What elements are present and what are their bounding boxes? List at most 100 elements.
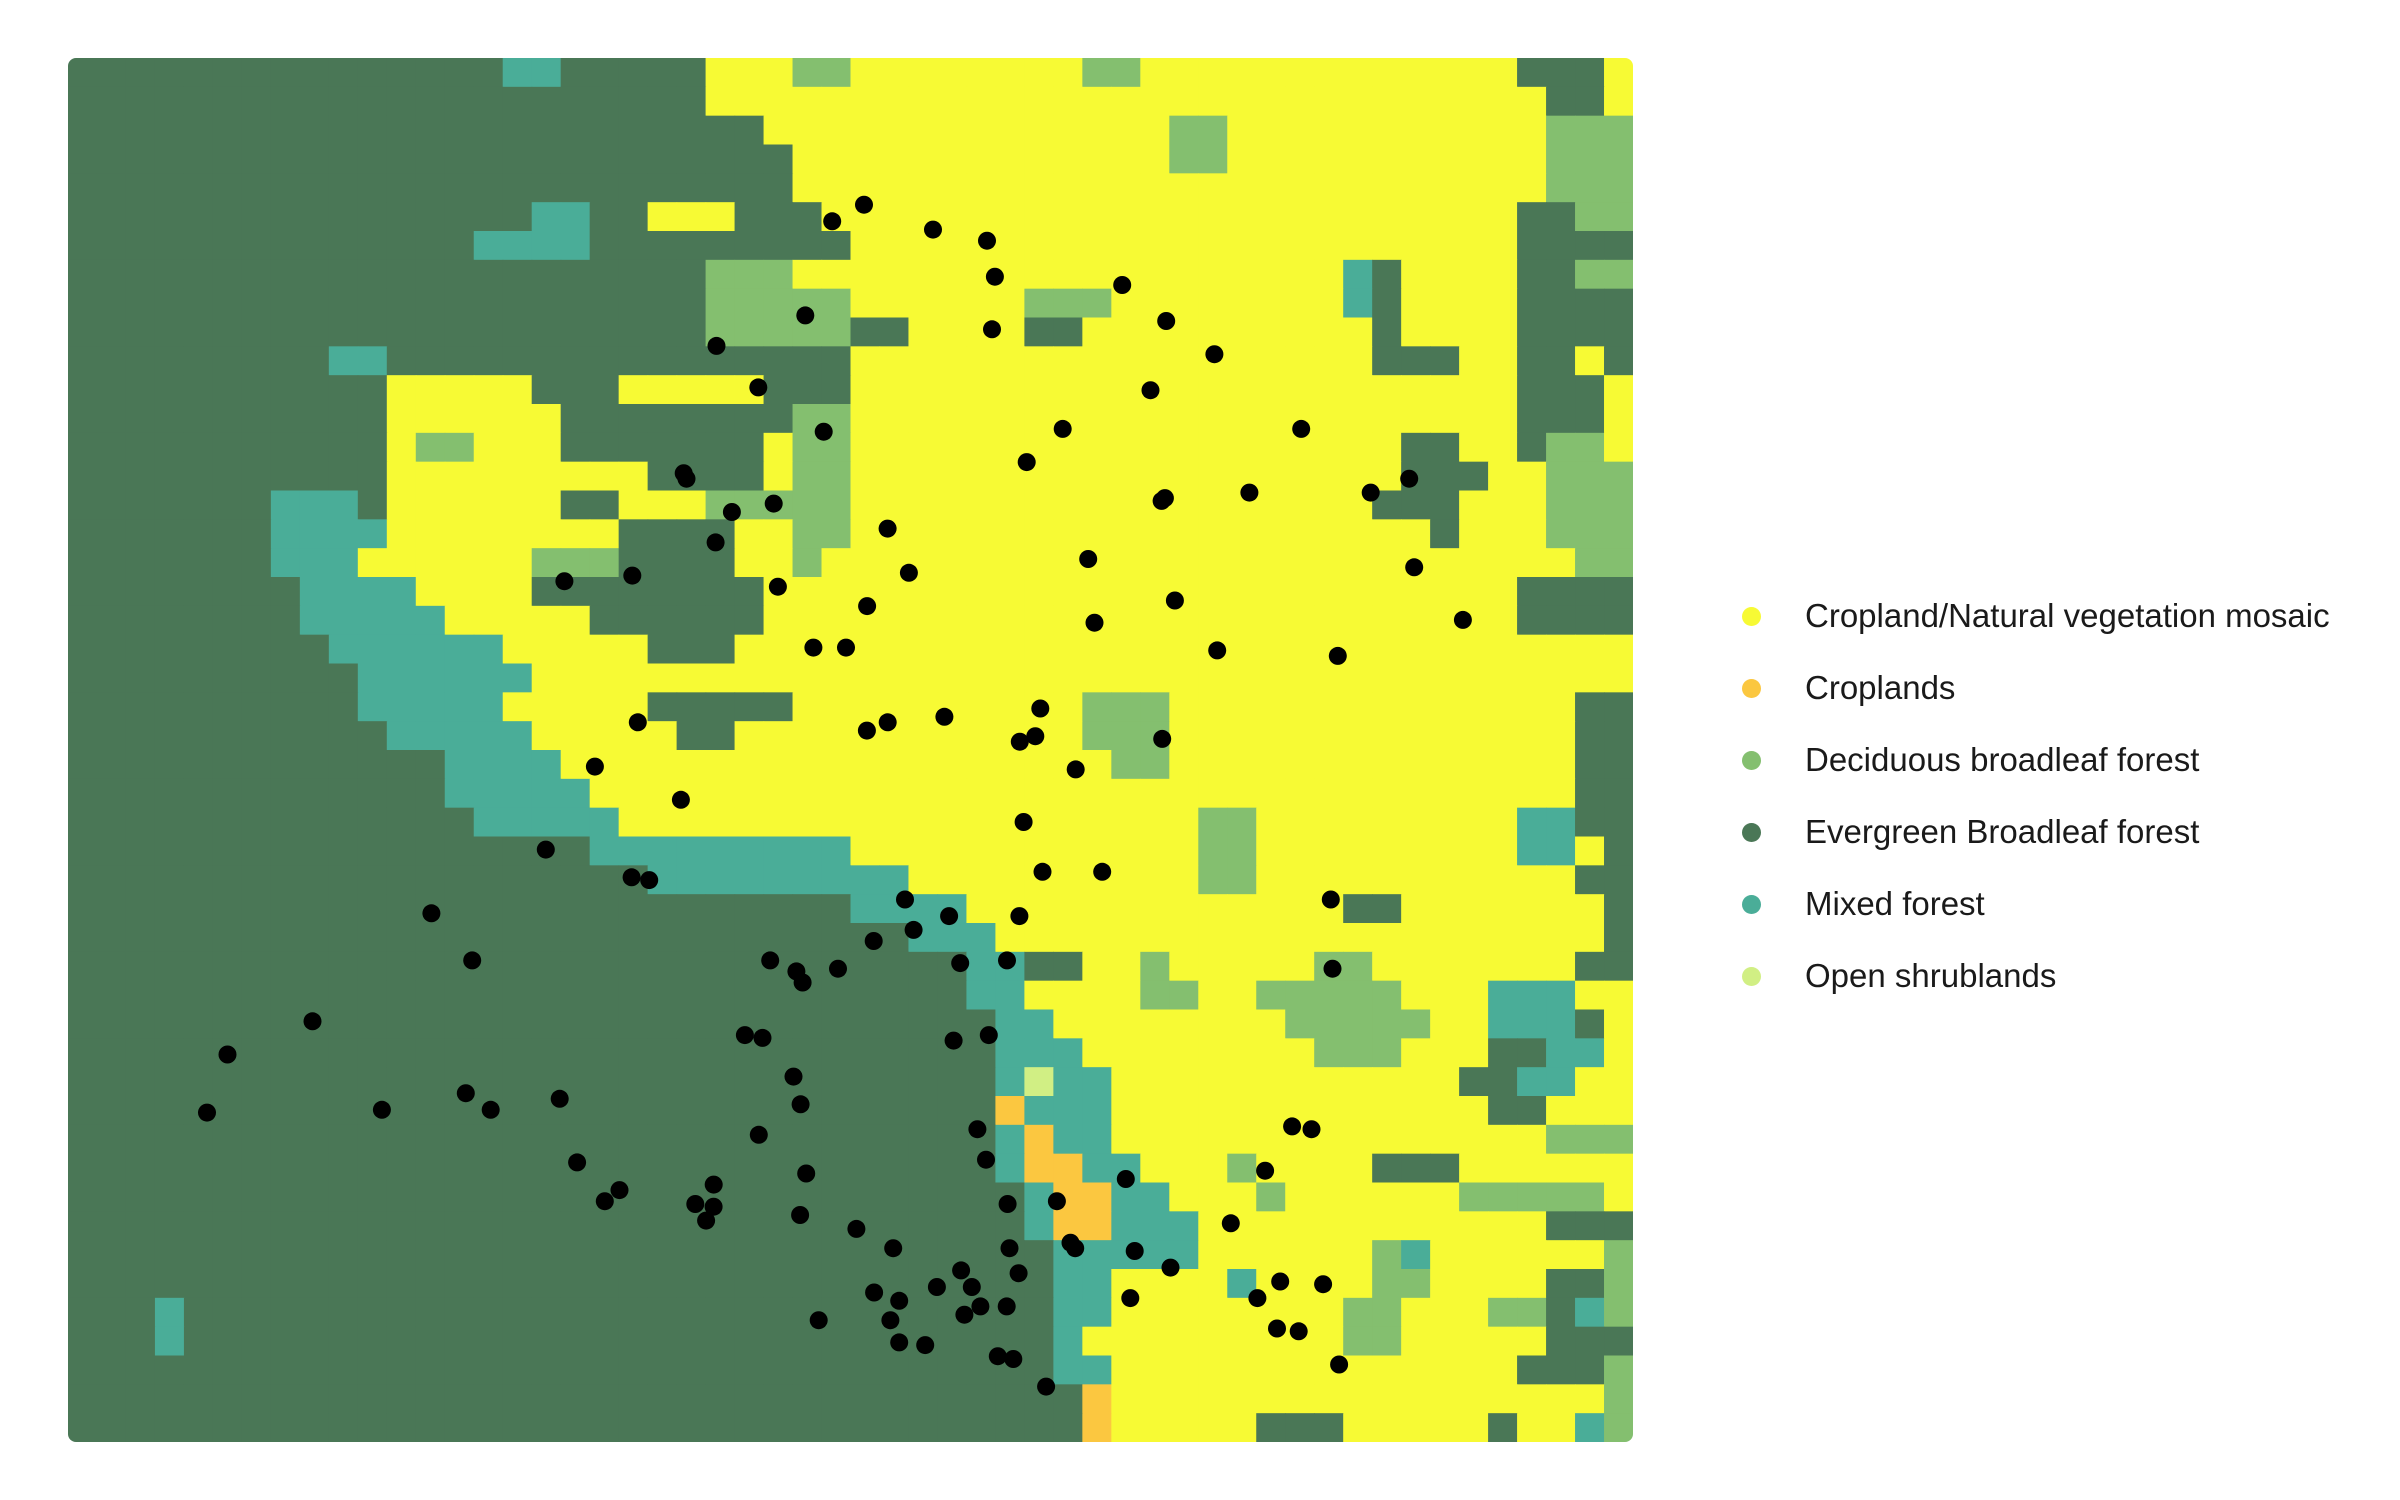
- land-cover-cell: [328, 490, 359, 520]
- land-cover-cell: [1227, 259, 1257, 290]
- land-cover-cell: [560, 202, 591, 232]
- land-cover-cell: [1488, 634, 1518, 665]
- land-cover-cell: [1575, 951, 1605, 982]
- land-cover-cell: [1488, 404, 1518, 434]
- land-cover-cell: [183, 1326, 214, 1357]
- land-cover-cell: [96, 1211, 127, 1241]
- land-cover-cell: [531, 750, 562, 780]
- land-cover-cell: [125, 432, 156, 463]
- land-cover-cell: [966, 519, 997, 549]
- land-cover-cell: [1285, 1355, 1315, 1385]
- land-cover-cell: [676, 721, 707, 751]
- land-cover-cell: [502, 202, 533, 232]
- land-cover-cell: [328, 721, 359, 751]
- land-cover-cell: [850, 634, 881, 665]
- land-cover-cell: [995, 375, 1025, 405]
- land-cover-cell: [821, 865, 852, 895]
- land-cover-cell: [705, 1297, 736, 1328]
- land-cover-cell: [879, 115, 910, 146]
- land-cover-cell: [125, 1240, 156, 1270]
- land-cover-cell: [734, 58, 765, 88]
- legend-item-evergreen-broadleaf-forest: Evergreen Broadleaf forest: [1742, 796, 2330, 868]
- land-cover-cell: [1140, 1124, 1170, 1155]
- land-cover-cell: [1198, 432, 1228, 463]
- land-cover-cell: [1604, 692, 1633, 722]
- land-cover-cell: [299, 634, 330, 665]
- land-cover-cell: [734, 605, 765, 636]
- land-cover-cell: [1459, 231, 1489, 261]
- land-cover-cell: [560, 490, 591, 520]
- land-cover-cell: [705, 1384, 736, 1414]
- land-cover-cell: [1575, 980, 1605, 1011]
- land-cover-cell: [966, 202, 997, 232]
- land-cover-cell: [1343, 1384, 1373, 1414]
- land-cover-cell: [502, 115, 533, 146]
- land-cover-cell: [328, 259, 359, 290]
- land-cover-cell: [299, 1240, 330, 1270]
- land-cover-cell: [212, 1326, 243, 1357]
- land-cover-cell: [1053, 634, 1083, 665]
- land-cover-cell: [734, 202, 765, 232]
- land-cover-cell: [125, 721, 156, 751]
- land-cover-cell: [1140, 144, 1170, 174]
- land-cover-cell: [154, 317, 185, 347]
- land-cover-cell: [966, 923, 997, 953]
- land-cover-cell: [1546, 605, 1576, 636]
- land-cover-cell: [879, 865, 910, 895]
- land-cover-cell: [734, 663, 765, 693]
- land-cover-cell: [154, 1413, 185, 1442]
- land-cover-cell: [212, 1384, 243, 1414]
- land-cover-cell: [212, 1413, 243, 1442]
- land-cover-cell: [270, 1269, 301, 1299]
- land-cover-cell: [618, 375, 649, 405]
- land-cover-cell: [995, 605, 1025, 636]
- land-cover-cell: [589, 807, 620, 838]
- land-cover-cell: [1169, 836, 1199, 866]
- land-cover-cell: [792, 58, 823, 88]
- land-cover-cell: [1459, 1211, 1489, 1241]
- land-cover-cell: [1285, 1153, 1315, 1184]
- land-cover-cell: [1459, 577, 1489, 607]
- land-cover-cell: [589, 1096, 620, 1126]
- land-cover-cell: [1053, 807, 1083, 838]
- sample-points: [198, 195, 1472, 1396]
- land-cover-cell: [212, 317, 243, 347]
- land-cover-cell: [1140, 1038, 1170, 1068]
- land-cover-cell: [125, 86, 156, 117]
- land-cover-cell: [1517, 721, 1547, 751]
- land-cover-cell: [1169, 692, 1199, 722]
- land-cover-cell: [1430, 1326, 1460, 1357]
- land-cover-cell: [1140, 461, 1170, 492]
- land-cover-cell: [328, 923, 359, 953]
- land-cover-cell: [1285, 317, 1315, 347]
- land-cover-cell: [386, 58, 417, 88]
- land-cover-cell: [444, 1384, 475, 1414]
- land-cover-cell: [821, 1182, 852, 1212]
- land-cover-cell: [1024, 115, 1054, 146]
- land-cover-cell: [270, 115, 301, 146]
- land-cover-cell: [502, 86, 533, 117]
- land-cover-cell: [241, 375, 272, 405]
- land-cover-cell: [386, 288, 417, 319]
- land-cover-cell: [763, 115, 794, 146]
- land-cover-cell: [357, 432, 388, 463]
- land-cover-cell: [1227, 317, 1257, 347]
- land-cover-cell: [241, 1269, 272, 1299]
- land-cover-cell: [1140, 231, 1170, 261]
- land-cover-cell: [212, 461, 243, 492]
- land-cover-cell: [937, 1211, 968, 1241]
- land-cover-cell: [96, 1269, 127, 1299]
- land-cover-cell: [879, 288, 910, 319]
- land-cover-cell: [183, 548, 214, 578]
- land-cover-cell: [386, 1326, 417, 1357]
- land-cover-cell: [1343, 432, 1373, 463]
- land-cover-cell: [1227, 894, 1257, 924]
- land-cover-cell: [1517, 692, 1547, 722]
- land-cover-cell: [1459, 1326, 1489, 1357]
- land-cover-cell: [937, 1067, 968, 1097]
- land-cover-cell: [473, 663, 504, 693]
- land-cover-cell: [589, 548, 620, 578]
- land-cover-cell: [1372, 605, 1402, 636]
- land-cover-cell: [705, 1009, 736, 1039]
- land-cover-cell: [821, 1124, 852, 1155]
